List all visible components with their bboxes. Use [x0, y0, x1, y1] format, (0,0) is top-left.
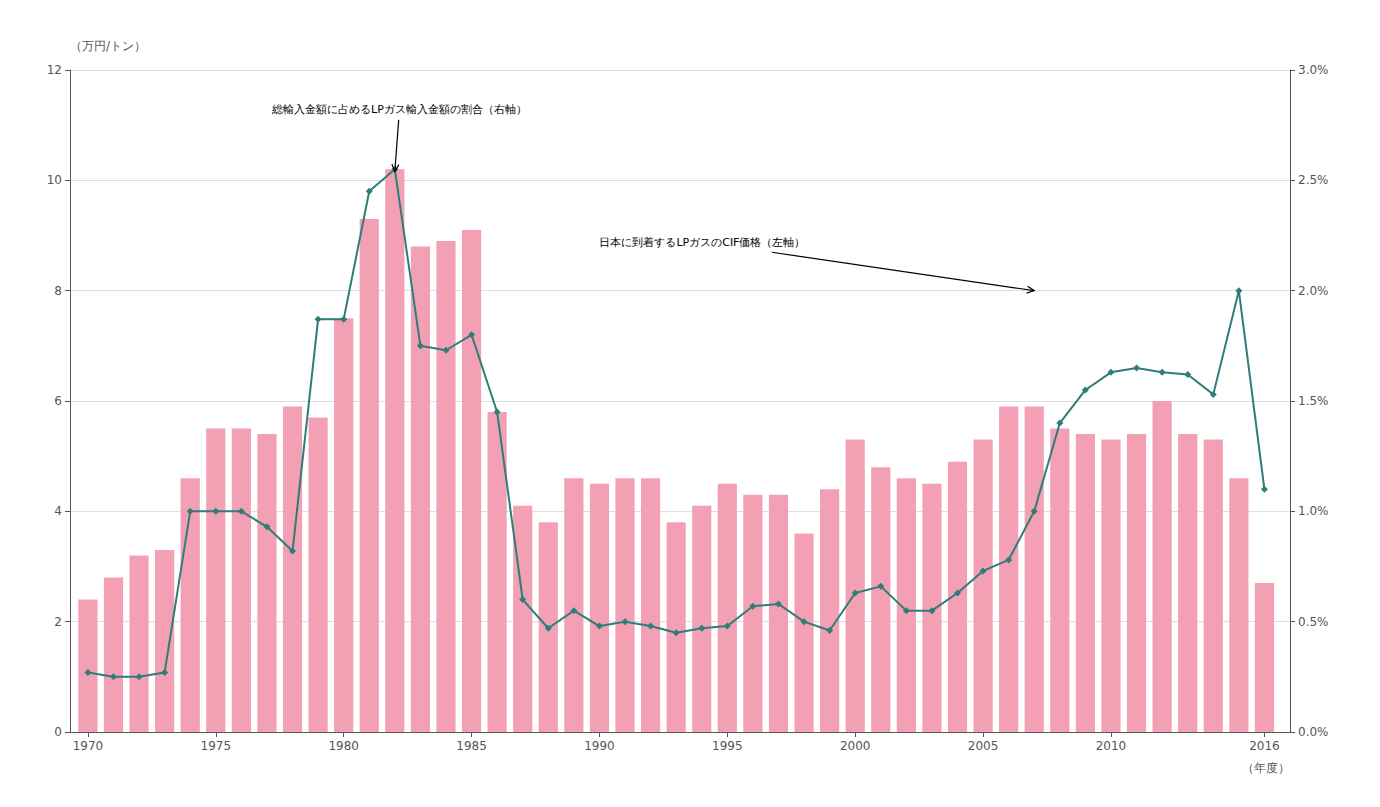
svg-text:2.0%: 2.0% — [1298, 284, 1329, 298]
svg-text:日本に到着するLPガスのCIF価格（左軸）: 日本に到着するLPガスのCIF価格（左軸） — [599, 236, 805, 249]
svg-text:総輸入金額に占めるLPガス輸入金額の割合（右軸）: 総輸入金額に占めるLPガス輸入金額の割合（右軸） — [271, 103, 527, 116]
svg-text:1990: 1990 — [584, 739, 615, 753]
svg-text:2: 2 — [54, 615, 62, 629]
svg-text:4: 4 — [54, 504, 62, 518]
svg-text:6: 6 — [54, 394, 62, 408]
svg-text:（万円/トン）: （万円/トン） — [70, 39, 146, 53]
svg-text:0: 0 — [54, 725, 62, 739]
svg-text:1980: 1980 — [328, 739, 359, 753]
svg-text:1970: 1970 — [73, 739, 104, 753]
svg-text:（年度）: （年度） — [1242, 761, 1290, 775]
svg-text:1985: 1985 — [456, 739, 487, 753]
svg-text:0.5%: 0.5% — [1298, 615, 1329, 629]
svg-text:12: 12 — [47, 63, 62, 77]
svg-text:2016: 2016 — [1249, 739, 1280, 753]
svg-text:10: 10 — [47, 173, 62, 187]
svg-text:8: 8 — [54, 284, 62, 298]
svg-text:2005: 2005 — [968, 739, 999, 753]
svg-text:1.5%: 1.5% — [1298, 394, 1329, 408]
svg-text:2.5%: 2.5% — [1298, 173, 1329, 187]
svg-text:1975: 1975 — [201, 739, 232, 753]
svg-text:1995: 1995 — [712, 739, 743, 753]
svg-text:3.0%: 3.0% — [1298, 63, 1329, 77]
svg-text:2000: 2000 — [840, 739, 871, 753]
svg-text:0.0%: 0.0% — [1298, 725, 1329, 739]
svg-text:1.0%: 1.0% — [1298, 504, 1329, 518]
svg-text:2010: 2010 — [1096, 739, 1127, 753]
